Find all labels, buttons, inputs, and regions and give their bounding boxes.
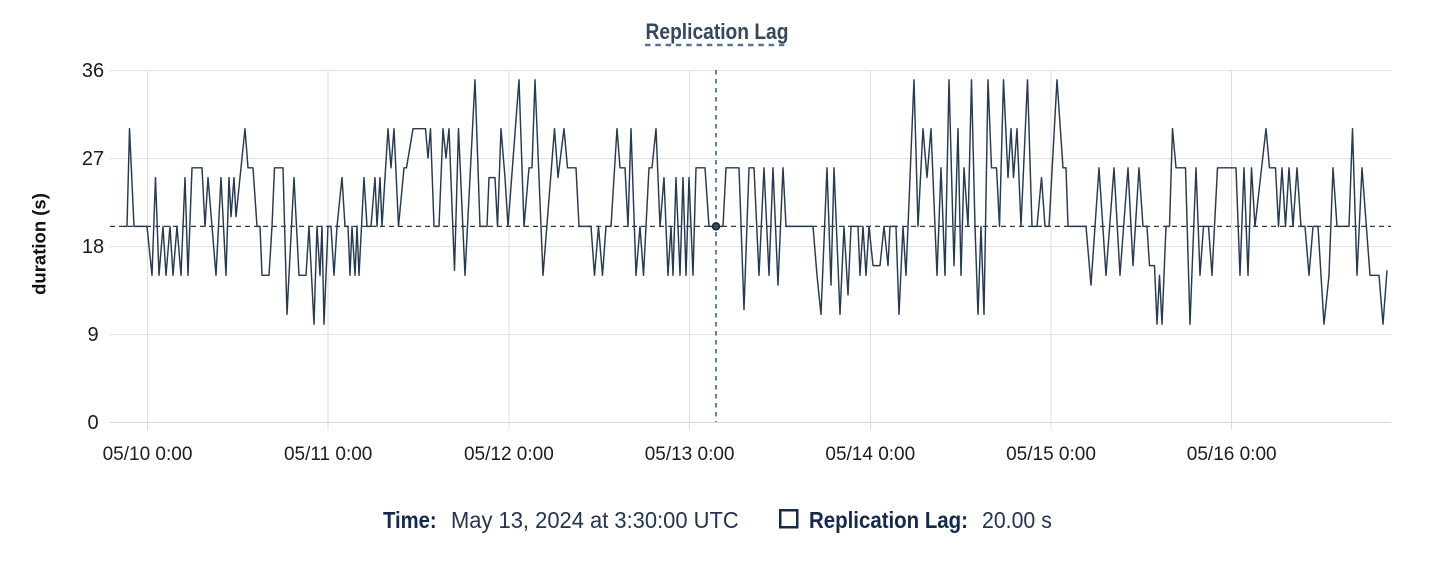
svg-text:9: 9	[87, 324, 98, 346]
svg-text:20.00 s: 20.00 s	[982, 507, 1052, 533]
svg-text:Replication Lag:: Replication Lag:	[809, 507, 968, 533]
svg-text:27: 27	[82, 148, 104, 170]
svg-text:18: 18	[82, 236, 104, 258]
svg-text:05/15 0:00: 05/15 0:00	[1006, 444, 1096, 465]
svg-text:05/16 0:00: 05/16 0:00	[1187, 444, 1277, 465]
svg-text:05/10 0:00: 05/10 0:00	[103, 444, 193, 465]
svg-text:05/11 0:00: 05/11 0:00	[284, 444, 372, 465]
svg-text:Time:: Time:	[383, 507, 437, 534]
svg-text:36: 36	[82, 60, 104, 82]
svg-text:May 13, 2024 at 3:30:00 UTC: May 13, 2024 at 3:30:00 UTC	[451, 508, 739, 534]
svg-text:Replication Lag: Replication Lag	[646, 20, 789, 45]
svg-text:0: 0	[87, 412, 98, 434]
svg-text:05/13 0:00: 05/13 0:00	[645, 444, 735, 465]
svg-text:05/14 0:00: 05/14 0:00	[825, 444, 915, 465]
svg-text:duration (s): duration (s)	[29, 193, 50, 295]
svg-text:05/12 0:00: 05/12 0:00	[464, 444, 554, 465]
